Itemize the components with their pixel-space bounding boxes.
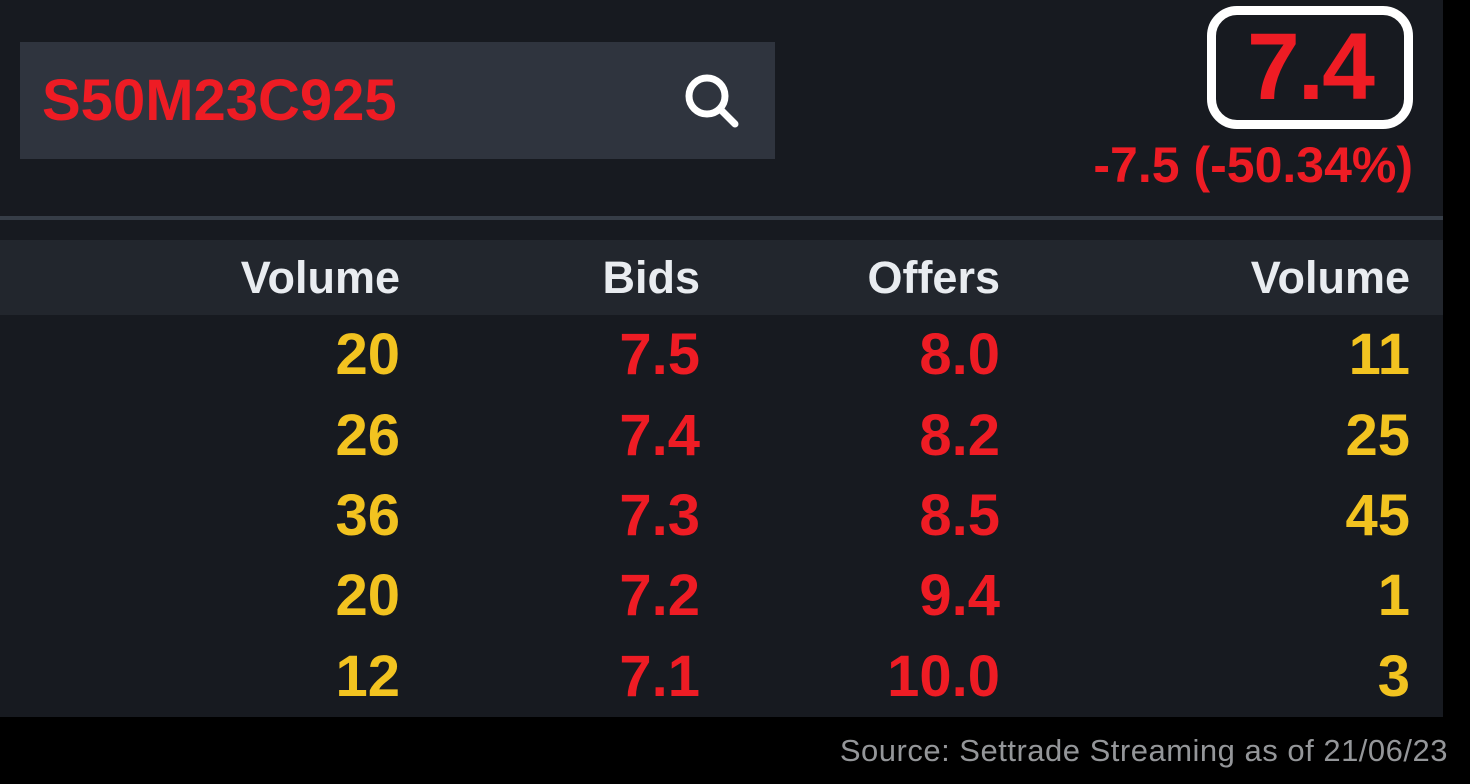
depth-row: 26 7.4 8.2 25 (0, 395, 1443, 475)
depth-table-header: Volume Bids Offers Volume (0, 240, 1443, 315)
last-price: 7.4 (1246, 14, 1375, 120)
depth-row: 12 7.1 10.0 3 (0, 637, 1443, 717)
depth-row: 20 7.2 9.4 1 (0, 556, 1443, 636)
search-icon[interactable] (681, 70, 743, 132)
col-header-bid-volume: Volume (240, 251, 400, 303)
bid-price-cell: 7.2 (619, 563, 700, 629)
bid-volume-cell: 20 (335, 563, 400, 629)
divider-line (0, 216, 1443, 220)
col-header-offers: Offers (867, 251, 1000, 303)
source-text: Source: Settrade Streaming as of 21/06/2… (839, 732, 1448, 768)
offer-price-cell: 9.4 (919, 563, 1000, 629)
last-price-box: 7.4 (1207, 6, 1413, 129)
bid-price-cell: 7.3 (619, 483, 700, 549)
price-change: -7.5 (-50.34%) (1093, 137, 1413, 193)
offer-price-cell: 8.0 (919, 322, 1000, 388)
depth-row: 36 7.3 8.5 45 (0, 476, 1443, 556)
offer-volume-cell: 25 (1345, 402, 1410, 468)
offer-volume-cell: 45 (1345, 483, 1410, 549)
bid-price-cell: 7.5 (619, 322, 700, 388)
symbol-search-box[interactable] (20, 42, 775, 159)
bid-volume-cell: 26 (335, 402, 400, 468)
symbol-search-input[interactable] (20, 67, 681, 134)
source-bar: Source: Settrade Streaming as of 21/06/2… (0, 717, 1470, 784)
offer-volume-cell: 11 (1348, 322, 1410, 388)
quote-panel: 7.4 -7.5 (-50.34%) Volume Bids Offers Vo… (0, 0, 1443, 717)
bid-volume-cell: 12 (335, 643, 400, 709)
depth-table-body: 20 7.5 8.0 11 26 7.4 8.2 25 36 7.3 8.5 45 20 7.2 9.4 1 1… (0, 315, 1443, 717)
col-header-bids: Bids (602, 251, 700, 303)
col-header-offer-volume: Volume (1250, 251, 1410, 303)
offer-volume-cell: 3 (1377, 643, 1410, 709)
offer-price-cell: 8.2 (919, 402, 1000, 468)
bid-volume-cell: 20 (335, 322, 400, 388)
depth-row: 20 7.5 8.0 11 (0, 315, 1443, 395)
bid-price-cell: 7.4 (619, 402, 700, 468)
bid-price-cell: 7.1 (619, 643, 700, 709)
offer-volume-cell: 1 (1377, 563, 1410, 629)
offer-price-cell: 10.0 (887, 643, 1000, 709)
offer-price-cell: 8.5 (919, 483, 1000, 549)
bid-volume-cell: 36 (335, 483, 400, 549)
